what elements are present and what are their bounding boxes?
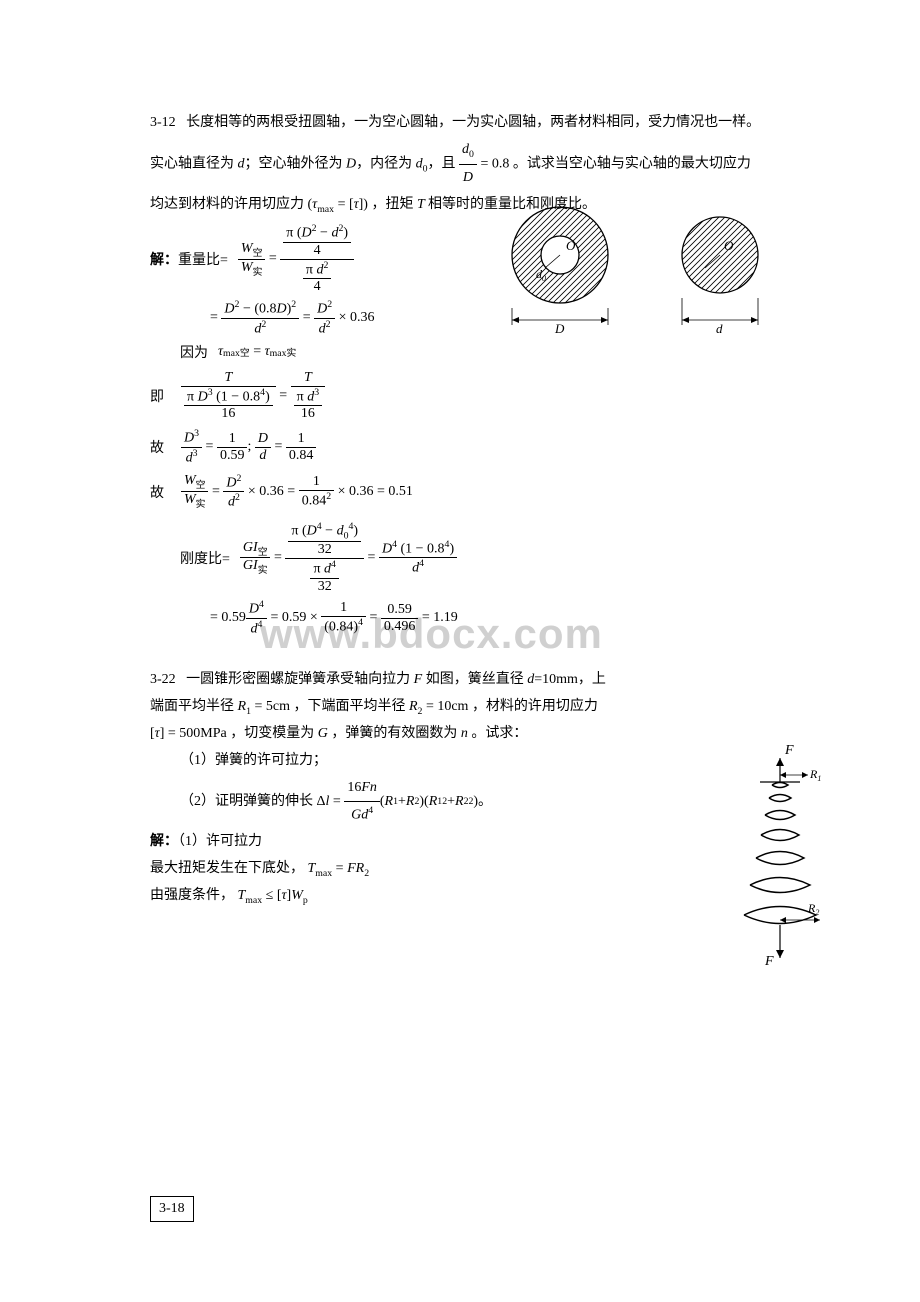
problem-3-12-line2: 实心轴直径为 d；空心轴外径为 D，内径为 d0，且 d0D = 0.8 。试求… bbox=[150, 137, 770, 192]
svg-text:R1: R1 bbox=[809, 767, 821, 783]
stiffness-ratio-line: 刚度比= GI空GI实 = π (D4 − d04)32 π d432 = D4… bbox=[180, 521, 770, 595]
sol-3-22-l1: 最大扭矩发生在下底处， Tmax = FR2 bbox=[150, 856, 770, 883]
sol-3-22-l2: 由强度条件， Tmax ≤ [τ]Wp bbox=[150, 883, 770, 910]
weight-ratio-step2: = D2 − (0.8D)2 d2 = D2d2 × 0.36 bbox=[210, 299, 770, 337]
page-number: 3-18 bbox=[150, 1196, 194, 1222]
svg-text:R2: R2 bbox=[807, 901, 819, 917]
svg-text:F: F bbox=[764, 954, 774, 969]
sol-3-22: 解：（1）许可拉力 bbox=[150, 829, 770, 856]
q1: （1）弹簧的许可拉力； bbox=[150, 748, 770, 775]
problem-3-22-statement: 3-22 一圆锥形密圈螺旋弹簧承受轴向拉力 F 如图，簧丝直径 d=10mm，上… bbox=[150, 667, 770, 748]
weight-ratio-line: 解：重量比= W空W实 = π (D2 − d2)4 π d24 bbox=[150, 223, 770, 295]
ji-line: 即 T π D3 (1 − 0.84)16 = T π d316 bbox=[150, 370, 770, 423]
stiffness-final: = 0.59 D4d4 = 0.59 × 1(0.84)4 = 0.590.49… bbox=[210, 599, 770, 637]
q2: （2）证明弹簧的伸长 Δl = 16FnGd4 (R1 + R2)(R12 + … bbox=[150, 775, 770, 830]
problem-3-12-statement: 3-12 长度相等的两根受扭圆轴，一为空心圆轴，一为实心圆轴，两者材料相同，受力… bbox=[150, 110, 770, 137]
problem-number-2: 3-22 bbox=[150, 672, 176, 687]
gu-line-1: 故 D3d3 = 10.59 ; Dd = 10.84 bbox=[150, 428, 770, 466]
because-line: 因为 τmax空 = τmax实 bbox=[180, 342, 770, 362]
gu-line-2: 故 W空W实 = D2d2 × 0.36 = 10.842 × 0.36 = 0… bbox=[150, 473, 770, 511]
problem-number: 3-12 bbox=[150, 115, 176, 130]
svg-text:F: F bbox=[784, 743, 794, 758]
problem-3-12-line3: 均达到材料的许用切应力 (τmax = [τ]) ，扭矩 T 相等时的重量比和刚… bbox=[150, 192, 770, 219]
